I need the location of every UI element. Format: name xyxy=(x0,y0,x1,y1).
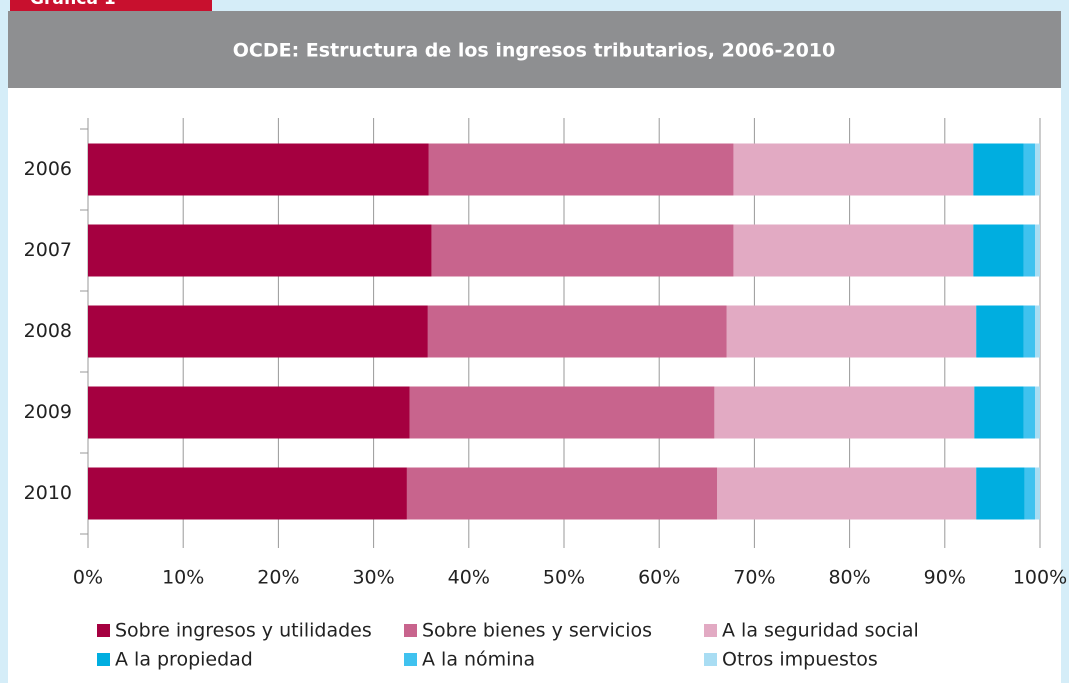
bar-segment xyxy=(714,386,975,439)
bar-segment xyxy=(1023,305,1036,358)
bar-segment xyxy=(88,305,428,358)
y-tick-label: 2008 xyxy=(24,320,72,342)
bar-segment xyxy=(1035,305,1040,358)
bar-segment xyxy=(88,224,432,277)
bar-segment xyxy=(1024,467,1036,520)
bar-segment xyxy=(409,386,715,439)
bar-segment xyxy=(733,224,974,277)
bar-segment xyxy=(427,305,727,358)
y-tick-label: 2009 xyxy=(24,401,72,423)
x-tick-label: 70% xyxy=(733,567,775,589)
x-tick-label: 80% xyxy=(828,567,870,589)
x-tick-label: 40% xyxy=(448,567,490,589)
bar-segment xyxy=(973,224,1024,277)
bar-segment xyxy=(1023,224,1036,277)
y-tick-label: 2007 xyxy=(24,239,72,261)
y-tick-label: 2010 xyxy=(24,482,72,504)
legend-swatch xyxy=(704,624,717,637)
legend-swatch xyxy=(97,624,110,637)
bar-segment xyxy=(973,143,1024,196)
x-tick-label: 50% xyxy=(543,567,585,589)
bar-segment xyxy=(976,467,1025,520)
bar-segment xyxy=(974,386,1024,439)
x-tick-label: 90% xyxy=(924,567,966,589)
legend-label: Sobre ingresos y utilidades xyxy=(115,620,372,642)
bar-segment xyxy=(1035,143,1040,196)
legend-swatch xyxy=(704,653,717,666)
legend-label: Sobre bienes y servicios xyxy=(422,620,652,642)
bar-segment xyxy=(88,386,410,439)
legend-label: Otros impuestos xyxy=(722,649,878,671)
bar-segment xyxy=(1035,224,1040,277)
bar-segment xyxy=(1023,386,1036,439)
bar-segment xyxy=(1023,143,1036,196)
bar-segment xyxy=(88,467,407,520)
bar-segment xyxy=(717,467,977,520)
x-tick-label: 10% xyxy=(162,567,204,589)
x-tick-label: 20% xyxy=(257,567,299,589)
x-tick-label: 0% xyxy=(73,567,103,589)
bar-segment xyxy=(431,224,734,277)
bar-segment xyxy=(976,305,1024,358)
header xyxy=(8,11,1061,88)
legend-swatch xyxy=(404,653,417,666)
legend-swatch xyxy=(97,653,110,666)
bar-segment xyxy=(88,143,429,196)
bar-segment xyxy=(726,305,977,358)
tab xyxy=(10,0,212,11)
bar-segment xyxy=(428,143,734,196)
bar-segment xyxy=(1035,467,1040,520)
chart-title: OCDE: Estructura de los ingresos tributa… xyxy=(233,40,836,62)
legend-label: A la seguridad social xyxy=(722,620,919,642)
bar-segment xyxy=(733,143,974,196)
bar-segment xyxy=(1035,386,1040,439)
legend-label: A la propiedad xyxy=(115,649,253,671)
legend-swatch xyxy=(404,624,417,637)
x-tick-label: 60% xyxy=(638,567,680,589)
tab-label: Gráfica 1 xyxy=(30,0,116,9)
y-tick-label: 2006 xyxy=(24,158,72,180)
x-tick-label: 30% xyxy=(352,567,394,589)
bar-segment xyxy=(406,467,718,520)
legend-label: A la nómina xyxy=(422,649,535,671)
x-tick-label: 100% xyxy=(1013,567,1067,589)
